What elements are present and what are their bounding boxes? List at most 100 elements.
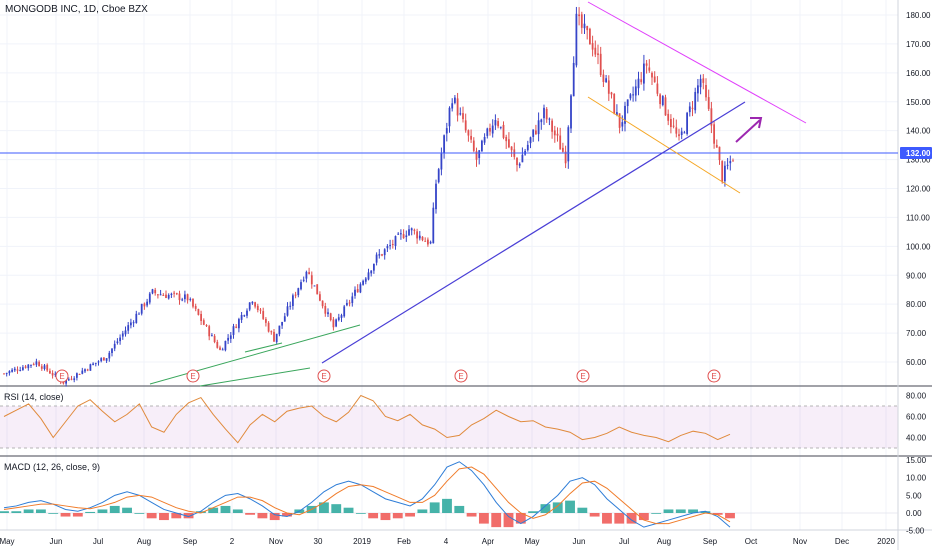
candle-body bbox=[397, 233, 400, 235]
candle-body bbox=[321, 300, 324, 307]
candle-body bbox=[24, 366, 27, 368]
macd-histogram-bar bbox=[491, 513, 502, 528]
green-trendline-2[interactable] bbox=[199, 367, 311, 387]
macd-histogram-bar bbox=[245, 513, 256, 515]
candle-body bbox=[610, 92, 613, 95]
candle-body bbox=[699, 78, 702, 88]
candle-body bbox=[405, 235, 408, 238]
earnings-icon[interactable]: E bbox=[186, 369, 200, 383]
candle-body bbox=[656, 83, 659, 94]
candle-body bbox=[632, 94, 634, 96]
time-tick-label: 30 bbox=[314, 537, 323, 546]
rsi-tick-label: 80.00 bbox=[906, 392, 927, 401]
macd-histogram-bar bbox=[392, 513, 403, 519]
green-trendline-1[interactable] bbox=[149, 324, 361, 385]
candle-body bbox=[119, 337, 121, 342]
candle-body bbox=[597, 53, 599, 55]
candle-body bbox=[8, 371, 11, 374]
candle-body bbox=[316, 284, 319, 295]
time-tick-label: May bbox=[0, 537, 15, 546]
candle-body bbox=[559, 135, 562, 150]
candle-body bbox=[319, 294, 321, 301]
candle-body bbox=[256, 305, 259, 310]
candle-body bbox=[94, 362, 97, 364]
candle-body bbox=[613, 93, 616, 114]
candle-body bbox=[707, 97, 710, 109]
candle-body bbox=[194, 306, 197, 309]
candle-body bbox=[445, 128, 448, 134]
candle-body bbox=[275, 333, 278, 343]
macd-histogram-bar bbox=[48, 513, 59, 514]
macd-histogram-bar bbox=[675, 509, 686, 513]
macd-histogram-bar bbox=[72, 513, 83, 517]
candle-body bbox=[359, 284, 362, 293]
candle-body bbox=[440, 153, 443, 170]
time-axis[interactable]: May Jun Jul Aug Sep 2 Nov 30 2019 Feb 4 Apr May Jun Ju… bbox=[0, 537, 895, 546]
candle-body bbox=[535, 130, 537, 135]
candle-body bbox=[108, 352, 111, 359]
candle-body bbox=[211, 335, 213, 337]
macd-histogram-bar bbox=[0, 511, 9, 513]
earnings-icon[interactable]: E bbox=[55, 369, 69, 383]
price-tick-label: 110.00 bbox=[906, 213, 930, 222]
candle-body bbox=[40, 366, 43, 369]
earnings-icon[interactable]: E bbox=[317, 369, 331, 383]
candle-body bbox=[138, 313, 140, 315]
candle-body bbox=[637, 78, 640, 89]
lower-channel-line[interactable] bbox=[587, 96, 741, 194]
green-trendline-3[interactable] bbox=[244, 342, 283, 353]
time-tick-label: Jun bbox=[573, 537, 586, 546]
candle-body bbox=[553, 130, 556, 136]
macd-histogram-bar bbox=[466, 513, 477, 517]
candle-body bbox=[89, 364, 92, 371]
candle-body bbox=[540, 119, 543, 123]
candle-body bbox=[562, 147, 564, 152]
macd-axis[interactable]: 15.00 10.00 5.00 0.00 -5.00 bbox=[906, 456, 927, 536]
candle-body bbox=[548, 118, 551, 120]
candle-body bbox=[664, 97, 667, 116]
candle-body bbox=[429, 241, 432, 244]
candle-body bbox=[202, 320, 205, 325]
macd-histogram-bar bbox=[651, 513, 662, 514]
candle-body bbox=[335, 319, 337, 327]
earnings-icon[interactable]: E bbox=[576, 369, 590, 383]
macd-histogram-bar bbox=[232, 509, 243, 513]
candle-body bbox=[616, 112, 618, 115]
rsi-band bbox=[0, 406, 898, 448]
macd-histogram-bar bbox=[208, 507, 219, 513]
candle-body bbox=[135, 313, 138, 323]
earnings-icon[interactable]: E bbox=[454, 369, 468, 383]
candle-body bbox=[159, 294, 162, 296]
projection-arrow[interactable] bbox=[735, 117, 763, 143]
candle-body bbox=[232, 326, 235, 335]
candle-body bbox=[127, 325, 130, 331]
candle-body bbox=[192, 298, 194, 307]
candle-body bbox=[100, 358, 103, 362]
candle-body bbox=[140, 303, 143, 314]
candle-body bbox=[521, 154, 524, 163]
rsi-axis[interactable]: 80.00 60.00 40.00 bbox=[906, 392, 927, 443]
price-tag-label: 132.00 bbox=[906, 149, 931, 158]
candle-body bbox=[459, 113, 462, 115]
candle-body bbox=[678, 134, 680, 137]
macd-histogram-bar bbox=[380, 513, 391, 521]
candle-body bbox=[11, 369, 13, 372]
candle-body bbox=[30, 364, 32, 366]
candle-body bbox=[305, 271, 308, 279]
candle-body bbox=[346, 302, 348, 306]
candle-body bbox=[184, 294, 186, 300]
price-axis[interactable]: 180.00 170.00 160.00 150.00 140.00 130.00 120.… bbox=[906, 11, 931, 367]
candle-body bbox=[454, 97, 456, 103]
earnings-icon[interactable]: E bbox=[707, 369, 721, 383]
support-trendline[interactable] bbox=[321, 101, 746, 364]
candle-body bbox=[19, 370, 22, 372]
candle-body bbox=[545, 108, 548, 120]
upper-trendline[interactable] bbox=[587, 1, 807, 124]
candle-body bbox=[213, 335, 216, 343]
candle-body bbox=[710, 108, 713, 126]
macd-histogram-bar bbox=[478, 513, 489, 524]
symbol-title: MONGODB INC, 1D, Cboe BZX bbox=[5, 4, 148, 15]
price-tick-label: 130.00 bbox=[906, 156, 931, 165]
candle-body bbox=[332, 319, 335, 328]
